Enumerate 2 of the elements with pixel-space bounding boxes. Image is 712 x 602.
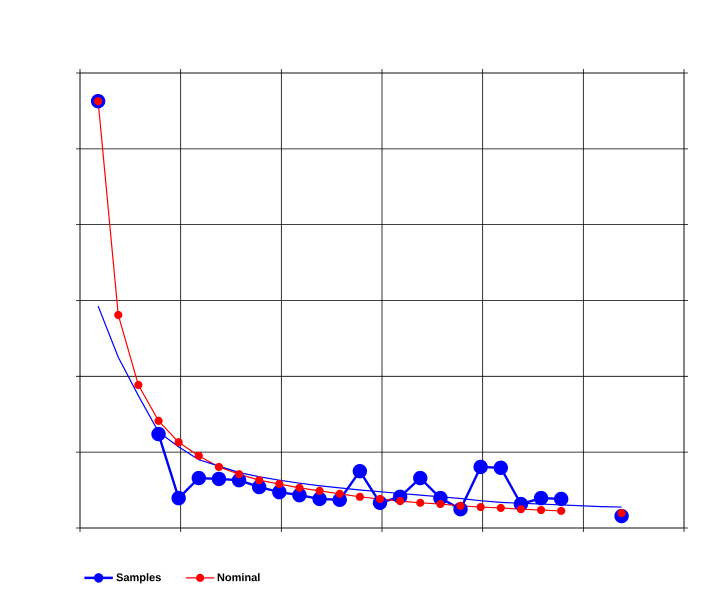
- legend-label: Samples: [116, 573, 161, 584]
- legend-label: Nominal: [218, 573, 260, 582]
